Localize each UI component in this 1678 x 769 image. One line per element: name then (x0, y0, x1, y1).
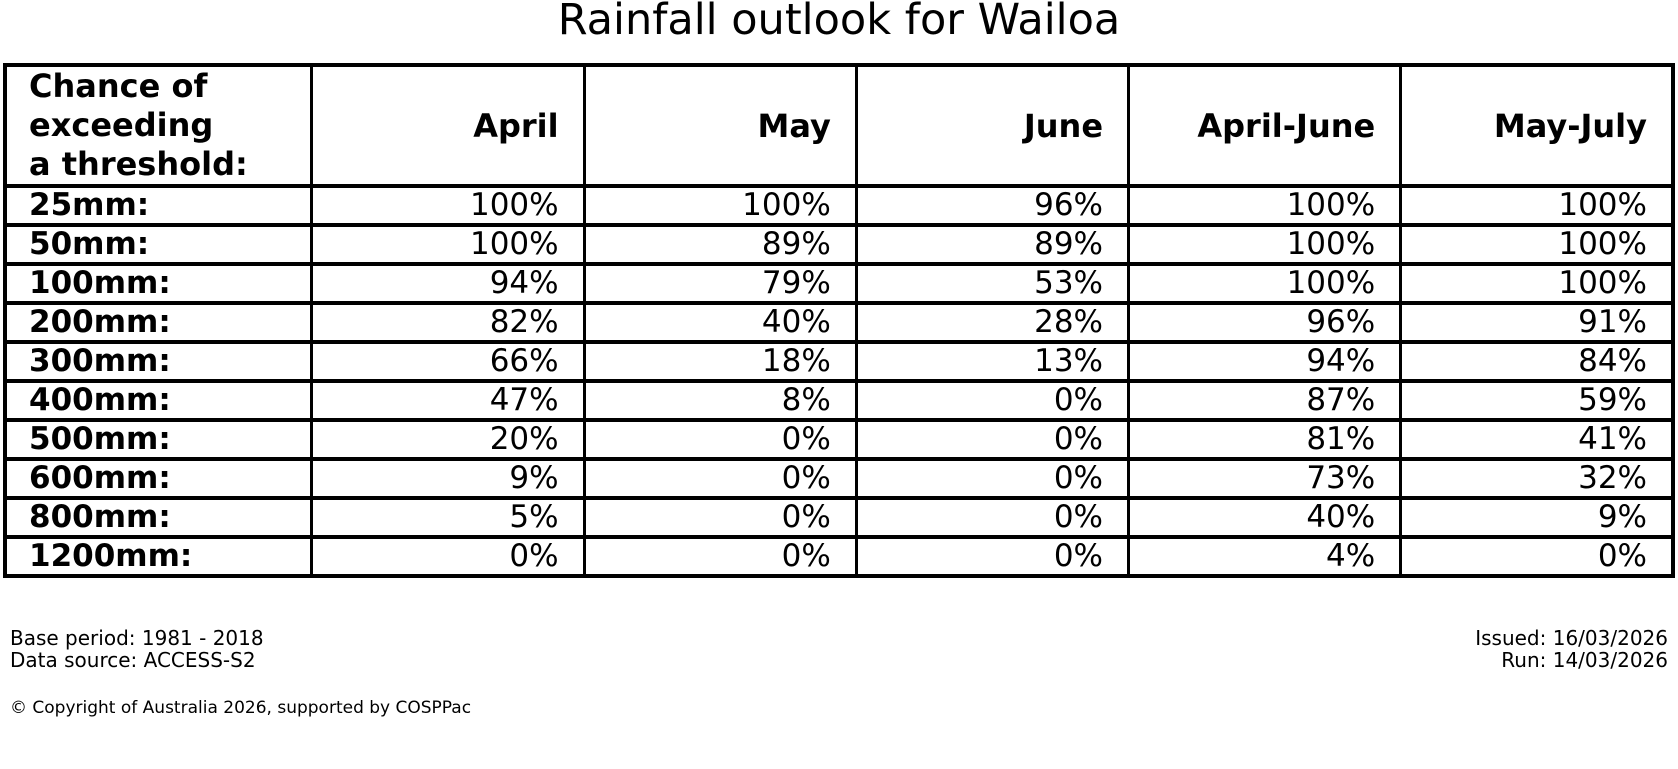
row-threshold-label: 400mm: (3, 379, 314, 422)
table-cell: 100% (1127, 223, 1403, 266)
table-cell: 0% (854, 379, 1131, 422)
column-header-april: April (310, 63, 586, 188)
row-threshold-label: 600mm: (3, 457, 314, 500)
table-cell: 81% (1127, 418, 1403, 461)
table-cell: 9% (310, 457, 586, 500)
copyright-text: © Copyright of Australia 2026, supported… (10, 698, 472, 718)
table-row: 200mm: 82% 40% 28% 96% 91% (3, 301, 1675, 344)
table-cell: 73% (1127, 457, 1403, 500)
table-cell: 13% (854, 340, 1131, 383)
table-cell: 89% (854, 223, 1131, 266)
row-threshold-label: 1200mm: (3, 535, 314, 578)
table-cell: 9% (1399, 496, 1675, 539)
table-cell: 53% (854, 262, 1131, 305)
table-cell: 96% (854, 184, 1131, 227)
table-row: 400mm: 47% 8% 0% 87% 59% (3, 379, 1675, 422)
table-cell: 100% (1399, 223, 1675, 266)
table-row: 1200mm: 0% 0% 0% 4% 0% (3, 535, 1675, 578)
row-threshold-label: 300mm: (3, 340, 314, 383)
table-cell: 91% (1399, 301, 1675, 344)
column-header-june: June (854, 63, 1131, 188)
table-cell: 0% (582, 535, 858, 578)
table-cell: 0% (582, 457, 858, 500)
metadata-left: Base period: 1981 - 2018 Data source: AC… (10, 627, 264, 671)
table-row: 500mm: 20% 0% 0% 81% 41% (3, 418, 1675, 461)
table-cell: 100% (310, 184, 586, 227)
column-header-april-june: April-June (1127, 63, 1403, 188)
base-period-text: Base period: 1981 - 2018 (10, 626, 264, 650)
table-cell: 94% (310, 262, 586, 305)
table-cell: 0% (854, 535, 1131, 578)
table-cell: 84% (1399, 340, 1675, 383)
table-cell: 0% (854, 418, 1131, 461)
table-cell: 28% (854, 301, 1131, 344)
table-cell: 100% (1127, 262, 1403, 305)
table-cell: 59% (1399, 379, 1675, 422)
table-cell: 5% (310, 496, 586, 539)
page-title: Rainfall outlook for Wailoa (557, 0, 1121, 45)
issued-date-text: Issued: 16/03/2026 (1475, 626, 1668, 650)
metadata-right: Issued: 16/03/2026 Run: 14/03/2026 (1475, 627, 1668, 671)
table-header: Chance of exceeding a threshold: April M… (3, 63, 1675, 188)
row-threshold-label: 100mm: (3, 262, 314, 305)
column-header-threshold: Chance of exceeding a threshold: (3, 63, 314, 188)
table-cell: 0% (582, 496, 858, 539)
data-source-text: Data source: ACCESS-S2 (10, 648, 256, 672)
table-body: 25mm: 100% 100% 96% 100% 100% 50mm: 100% 89% 89% 1… (3, 184, 1675, 578)
table-row: 800mm: 5% 0% 0% 40% 9% (3, 496, 1675, 539)
table-cell: 41% (1399, 418, 1675, 461)
table-cell: 18% (582, 340, 858, 383)
row-threshold-label: 25mm: (3, 184, 314, 227)
table-cell: 40% (1127, 496, 1403, 539)
rainfall-probability-table: Chance of exceeding a threshold: April M… (3, 63, 1675, 578)
run-date-text: Run: 14/03/2026 (1501, 648, 1668, 672)
row-threshold-label: 200mm: (3, 301, 314, 344)
table-cell: 47% (310, 379, 586, 422)
column-header-may: May (582, 63, 858, 188)
row-threshold-label: 50mm: (3, 223, 314, 266)
metadata-row: Base period: 1981 - 2018 Data source: AC… (10, 627, 1668, 671)
table-cell: 0% (582, 418, 858, 461)
row-threshold-label: 800mm: (3, 496, 314, 539)
table-cell: 100% (1399, 262, 1675, 305)
table-cell: 0% (854, 457, 1131, 500)
table-cell: 89% (582, 223, 858, 266)
table-header-row: Chance of exceeding a threshold: April M… (3, 63, 1675, 188)
table-cell: 4% (1127, 535, 1403, 578)
table-cell: 79% (582, 262, 858, 305)
table-cell: 100% (1127, 184, 1403, 227)
table-cell: 87% (1127, 379, 1403, 422)
column-header-may-july: May-July (1399, 63, 1675, 188)
table-cell: 0% (854, 496, 1131, 539)
table-cell: 100% (1399, 184, 1675, 227)
row-threshold-label: 500mm: (3, 418, 314, 461)
table-row: 300mm: 66% 18% 13% 94% 84% (3, 340, 1675, 383)
table-row: 100mm: 94% 79% 53% 100% 100% (3, 262, 1675, 305)
table-cell: 32% (1399, 457, 1675, 500)
table-cell: 40% (582, 301, 858, 344)
table-cell: 100% (582, 184, 858, 227)
table-row: 600mm: 9% 0% 0% 73% 32% (3, 457, 1675, 500)
table-cell: 20% (310, 418, 586, 461)
table-cell: 8% (582, 379, 858, 422)
table-cell: 100% (310, 223, 586, 266)
table-cell: 82% (310, 301, 586, 344)
table-row: 25mm: 100% 100% 96% 100% 100% (3, 184, 1675, 227)
table-cell: 94% (1127, 340, 1403, 383)
table-cell: 66% (310, 340, 586, 383)
table-row: 50mm: 100% 89% 89% 100% 100% (3, 223, 1675, 266)
table-cell: 0% (1399, 535, 1675, 578)
table-cell: 96% (1127, 301, 1403, 344)
table-cell: 0% (310, 535, 586, 578)
